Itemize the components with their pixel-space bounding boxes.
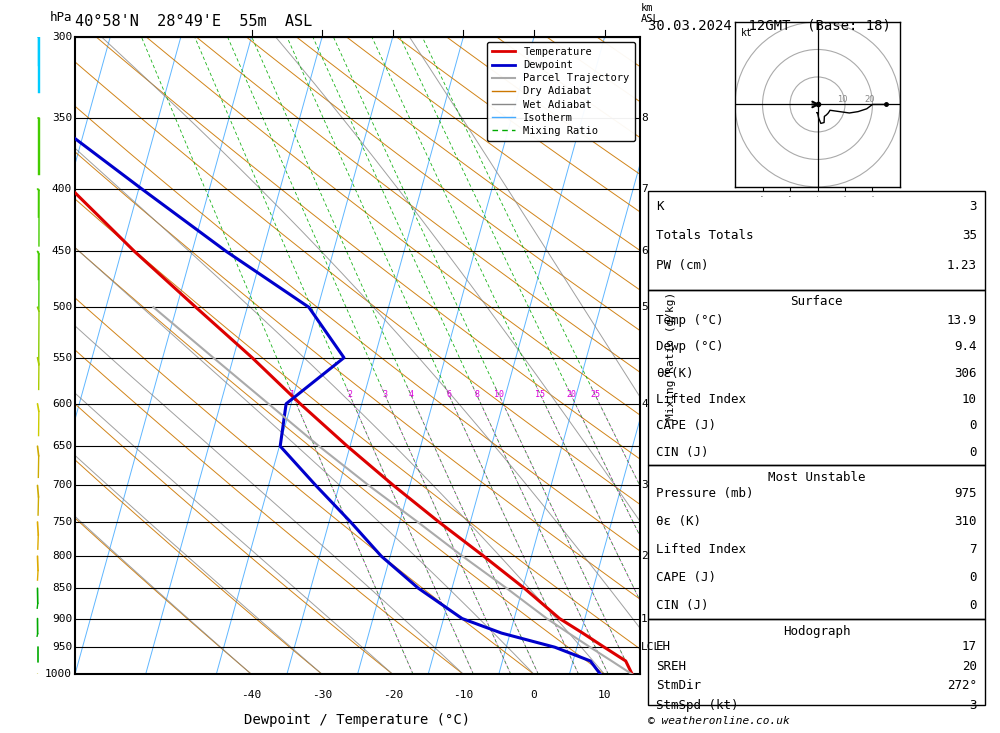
Text: -20: -20 (383, 690, 403, 700)
Text: CAPE (J): CAPE (J) (656, 571, 716, 584)
Text: 20: 20 (864, 95, 875, 103)
Text: Dewpoint / Temperature (°C): Dewpoint / Temperature (°C) (244, 712, 471, 726)
Text: Lifted Index: Lifted Index (656, 393, 746, 406)
Text: 25: 25 (590, 391, 600, 399)
Text: LCL: LCL (641, 642, 661, 652)
Text: Pressure (mb): Pressure (mb) (656, 487, 754, 501)
Text: 10: 10 (494, 391, 504, 399)
Text: 400: 400 (52, 184, 72, 194)
Text: 4: 4 (641, 399, 648, 409)
Text: 8: 8 (474, 391, 479, 399)
Text: K: K (656, 200, 664, 213)
Text: 0: 0 (970, 419, 977, 432)
Text: km
ASL: km ASL (641, 3, 660, 24)
Text: Totals Totals: Totals Totals (656, 229, 754, 243)
Text: 10: 10 (962, 393, 977, 406)
Text: 0: 0 (531, 690, 537, 700)
Text: SREH: SREH (656, 660, 686, 673)
Text: PW (cm): PW (cm) (656, 259, 708, 272)
Text: 3: 3 (970, 699, 977, 712)
Text: 900: 900 (52, 614, 72, 624)
Text: 10: 10 (598, 690, 611, 700)
Text: 7: 7 (970, 543, 977, 556)
Text: 40°58'N  28°49'E  55m  ASL: 40°58'N 28°49'E 55m ASL (75, 14, 312, 29)
Text: 1: 1 (641, 614, 648, 624)
Text: 0: 0 (970, 446, 977, 459)
Text: -10: -10 (453, 690, 474, 700)
Text: 1.23: 1.23 (947, 259, 977, 272)
Text: 1000: 1000 (45, 669, 72, 679)
Text: © weatheronline.co.uk: © weatheronline.co.uk (648, 715, 790, 726)
Text: 700: 700 (52, 480, 72, 490)
Text: 6: 6 (446, 391, 451, 399)
Text: 9.4: 9.4 (954, 340, 977, 353)
Text: -40: -40 (241, 690, 262, 700)
Text: 0: 0 (970, 571, 977, 584)
Text: 3: 3 (382, 391, 387, 399)
Text: hPa: hPa (50, 11, 72, 24)
Text: 17: 17 (962, 640, 977, 653)
Text: StmSpd (kt): StmSpd (kt) (656, 699, 738, 712)
Text: 30.03.2024  12GMT  (Base: 18): 30.03.2024 12GMT (Base: 18) (648, 18, 891, 32)
Text: θε (K): θε (K) (656, 515, 701, 528)
Text: CAPE (J): CAPE (J) (656, 419, 716, 432)
Text: 300: 300 (52, 32, 72, 42)
Text: 20: 20 (566, 391, 576, 399)
Text: 35: 35 (962, 229, 977, 243)
Text: 20: 20 (962, 660, 977, 673)
Text: 15: 15 (535, 391, 545, 399)
Text: 500: 500 (52, 302, 72, 312)
Text: 5: 5 (641, 302, 648, 312)
Text: θε(K): θε(K) (656, 366, 694, 380)
Text: 1: 1 (290, 391, 295, 399)
Text: 306: 306 (954, 366, 977, 380)
Text: 850: 850 (52, 583, 72, 593)
Text: Mixing Ratio (g/kg): Mixing Ratio (g/kg) (666, 292, 676, 419)
Text: 2: 2 (641, 551, 648, 561)
Text: 13.9: 13.9 (947, 314, 977, 327)
Text: -30: -30 (312, 690, 332, 700)
Text: 975: 975 (954, 487, 977, 501)
Text: 600: 600 (52, 399, 72, 409)
Text: 750: 750 (52, 517, 72, 527)
Text: Hodograph: Hodograph (783, 625, 850, 638)
Text: 950: 950 (52, 642, 72, 652)
Text: 10: 10 (837, 95, 847, 103)
Text: 550: 550 (52, 353, 72, 363)
Text: 450: 450 (52, 246, 72, 257)
Text: 350: 350 (52, 114, 72, 123)
Text: 4: 4 (408, 391, 413, 399)
Text: 7: 7 (641, 184, 648, 194)
Text: 3: 3 (641, 480, 648, 490)
Text: CIN (J): CIN (J) (656, 446, 708, 459)
Text: Temp (°C): Temp (°C) (656, 314, 724, 327)
Text: 3: 3 (970, 200, 977, 213)
Text: Lifted Index: Lifted Index (656, 543, 746, 556)
Text: 310: 310 (954, 515, 977, 528)
Legend: Temperature, Dewpoint, Parcel Trajectory, Dry Adiabat, Wet Adiabat, Isotherm, Mi: Temperature, Dewpoint, Parcel Trajectory… (487, 42, 635, 141)
Text: 272°: 272° (947, 679, 977, 693)
Text: Dewp (°C): Dewp (°C) (656, 340, 724, 353)
Text: 2: 2 (347, 391, 352, 399)
Text: kt: kt (741, 28, 752, 37)
Text: EH: EH (656, 640, 671, 653)
Text: CIN (J): CIN (J) (656, 599, 708, 612)
Text: 6: 6 (641, 246, 648, 257)
Text: StmDir: StmDir (656, 679, 701, 693)
Text: 8: 8 (641, 114, 648, 123)
Text: 650: 650 (52, 441, 72, 452)
Text: 800: 800 (52, 551, 72, 561)
Text: Most Unstable: Most Unstable (768, 471, 865, 485)
Text: Surface: Surface (790, 295, 843, 309)
Text: 0: 0 (970, 599, 977, 612)
